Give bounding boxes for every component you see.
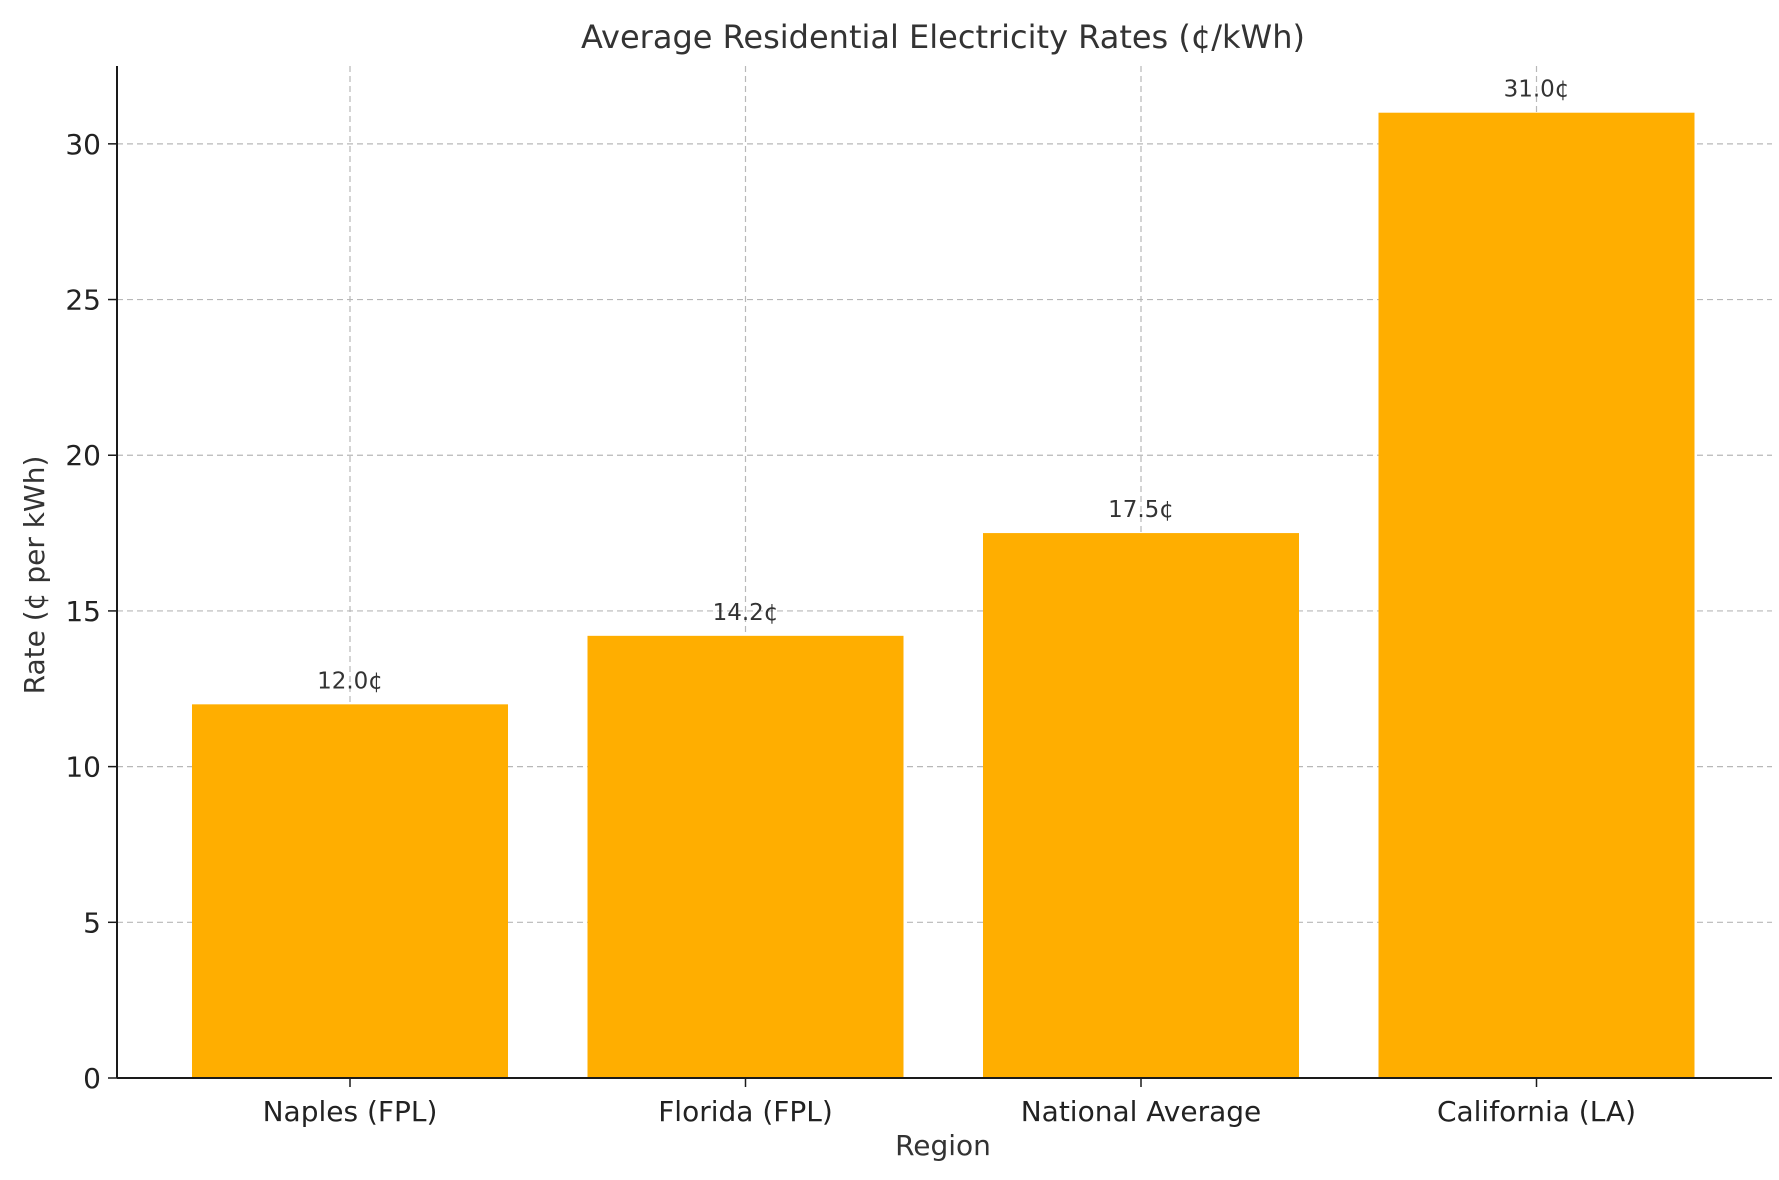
y-tick-label: 10	[65, 751, 101, 784]
bar-value-label: 31.0¢	[1504, 77, 1570, 103]
bar-value-label: 14.2¢	[713, 600, 779, 626]
axes: 0 5 10 15 20 25 30 Naples (FPL) Florida (FPL) Nat…	[65, 66, 1772, 1128]
bar	[1378, 112, 1695, 1078]
bar	[192, 704, 508, 1078]
y-tick-label: 15	[65, 595, 101, 628]
y-tick-label: 25	[65, 284, 101, 317]
bar	[983, 533, 1299, 1078]
y-tick-label: 5	[83, 906, 101, 939]
y-tick-label: 30	[65, 128, 101, 161]
bars	[192, 112, 1695, 1078]
bar-value-label: 17.5¢	[1108, 497, 1174, 523]
bar	[587, 635, 904, 1078]
y-tick-label: 20	[65, 439, 101, 472]
y-axis-label: Rate (¢ per kWh)	[18, 456, 51, 695]
x-tick-label: National Average	[1021, 1095, 1262, 1128]
y-tick-label: 0	[83, 1062, 101, 1095]
x-tick-label: California (LA)	[1437, 1095, 1636, 1128]
x-tick-label: Florida (FPL)	[658, 1095, 833, 1128]
x-axis-label: Region	[895, 1129, 991, 1162]
bar-value-label: 12.0¢	[317, 668, 383, 694]
chart-title: Average Residential Electricity Rates (¢…	[581, 18, 1305, 56]
data-labels: 12.0¢ 14.2¢ 17.5¢ 31.0¢	[317, 77, 1569, 695]
x-tick-label: Naples (FPL)	[263, 1095, 438, 1128]
